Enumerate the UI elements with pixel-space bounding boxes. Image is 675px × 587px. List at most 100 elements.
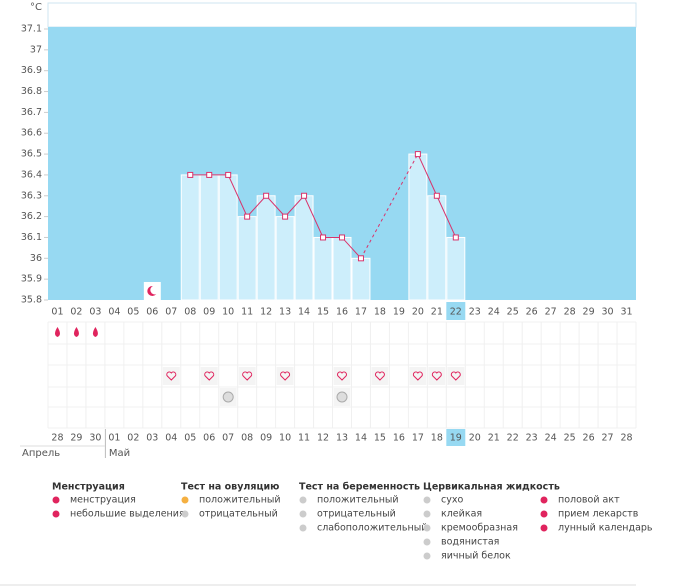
bar — [218, 174, 238, 301]
y-tick-label: 35.9 — [21, 274, 42, 285]
bar — [313, 236, 333, 301]
legend-icon — [423, 524, 431, 532]
cycle-day-label: 06 — [203, 433, 215, 444]
x-tick-label: 17 — [355, 307, 367, 318]
legend-icon — [299, 496, 307, 504]
x-tick-label: 15 — [317, 307, 329, 318]
cycle-day-label: 20 — [469, 433, 481, 444]
x-tick-label: 05 — [127, 307, 139, 318]
legend-item: кремообразная — [441, 523, 518, 534]
x-tick-label: 12 — [260, 307, 272, 318]
legend-icon — [181, 510, 189, 518]
legend-icon — [423, 552, 431, 560]
legend-icon — [423, 496, 431, 504]
legend-item: клейкая — [441, 509, 482, 520]
x-tick-label: 08 — [184, 307, 196, 318]
cycle-day-label: 27 — [602, 433, 614, 444]
bar — [275, 216, 295, 301]
x-tick-label: 18 — [374, 307, 386, 318]
x-tick-label: 02 — [70, 307, 82, 318]
legend-item: прием лекарств — [558, 509, 639, 520]
x-tick-label: 03 — [89, 307, 101, 318]
x-tick-label: 29 — [583, 307, 595, 318]
x-tick-label: 06 — [146, 307, 158, 318]
legend-item: менструация — [70, 495, 136, 506]
legend-item: небольшие выделения — [70, 509, 185, 520]
cycle-day-label: 05 — [184, 433, 196, 444]
bar — [237, 216, 257, 301]
legend-icon — [181, 496, 189, 504]
legend-icon — [299, 524, 307, 532]
cycle-day-label: 29 — [70, 433, 82, 444]
month-label: Май — [109, 448, 130, 459]
legend-item: отрицательный — [317, 509, 396, 520]
cycle-day-label: 28 — [620, 433, 632, 444]
x-tick-label: 20 — [412, 307, 424, 318]
heart-cell — [428, 367, 446, 385]
cycle-day-label: 17 — [412, 433, 424, 444]
selected-day — [446, 302, 466, 320]
cycle-day-label: 16 — [393, 433, 405, 444]
y-tick-label: 36.9 — [21, 65, 42, 76]
plot-top-strip — [47, 2, 637, 28]
heart-cell — [409, 367, 427, 385]
cycle-day-label: 23 — [526, 433, 538, 444]
legend-item: сухо — [441, 495, 463, 506]
legend-icon — [52, 510, 60, 518]
x-tick-label: 07 — [165, 307, 177, 318]
x-tick-label: 11 — [241, 307, 253, 318]
point — [244, 213, 251, 220]
cycle-day-label: 10 — [279, 433, 291, 444]
bar — [408, 153, 428, 301]
x-tick-label: 19 — [393, 307, 405, 318]
legend-title: Тест на овуляцию — [181, 482, 279, 493]
point — [301, 192, 308, 199]
cycle-day-label: 04 — [165, 433, 177, 444]
legend-item: отрицательный — [199, 509, 278, 520]
y-tick-label: 37 — [30, 44, 42, 55]
cycle-day-label: 15 — [374, 433, 386, 444]
x-tick-label: 28 — [564, 307, 576, 318]
bar — [199, 174, 219, 301]
legend-icon — [423, 538, 431, 546]
heart-icon — [280, 371, 291, 381]
legend-item: положительный — [199, 495, 281, 506]
heart-icon — [242, 371, 253, 381]
y-tick-label: 36.6 — [21, 128, 42, 139]
x-tick-label: 22 — [450, 307, 462, 318]
point — [263, 192, 270, 199]
point — [320, 234, 327, 241]
legend-icon — [52, 496, 60, 504]
cycle-day-label: 25 — [564, 433, 576, 444]
y-tick-label: 36.4 — [21, 169, 42, 180]
x-tick-label: 09 — [203, 307, 215, 318]
legend-title: Тест на беременность — [299, 482, 420, 493]
cycle-day-label: 21 — [488, 433, 500, 444]
x-tick-label: 23 — [469, 307, 481, 318]
temperature-line — [190, 174, 362, 259]
x-tick-label: 16 — [336, 307, 348, 318]
heart-cell — [447, 367, 465, 385]
heart-icon — [166, 371, 177, 381]
legend-item: лунный календарь — [558, 523, 653, 534]
legend-title: Цервикальная жидкость — [423, 482, 560, 493]
point — [452, 234, 459, 241]
gap-connector — [360, 153, 419, 259]
menstruation-icon — [92, 327, 98, 337]
cycle-day-label: 11 — [298, 433, 310, 444]
y-axis-label: °C — [30, 2, 42, 13]
heart-icon — [431, 371, 442, 381]
x-tick-label: 04 — [108, 307, 120, 318]
bar — [332, 236, 352, 301]
cycle-day-label: 30 — [89, 433, 101, 444]
bar — [294, 195, 314, 301]
cycle-day-label: 14 — [355, 433, 367, 444]
heart-icon — [204, 371, 215, 381]
point — [357, 255, 364, 262]
heart-icon — [374, 371, 385, 381]
legend-item: слабоположительный — [317, 523, 427, 534]
legend-title: Менструация — [52, 482, 125, 493]
heart-cell — [200, 367, 218, 385]
bar — [351, 257, 371, 301]
cycle-day-label: 18 — [431, 433, 443, 444]
